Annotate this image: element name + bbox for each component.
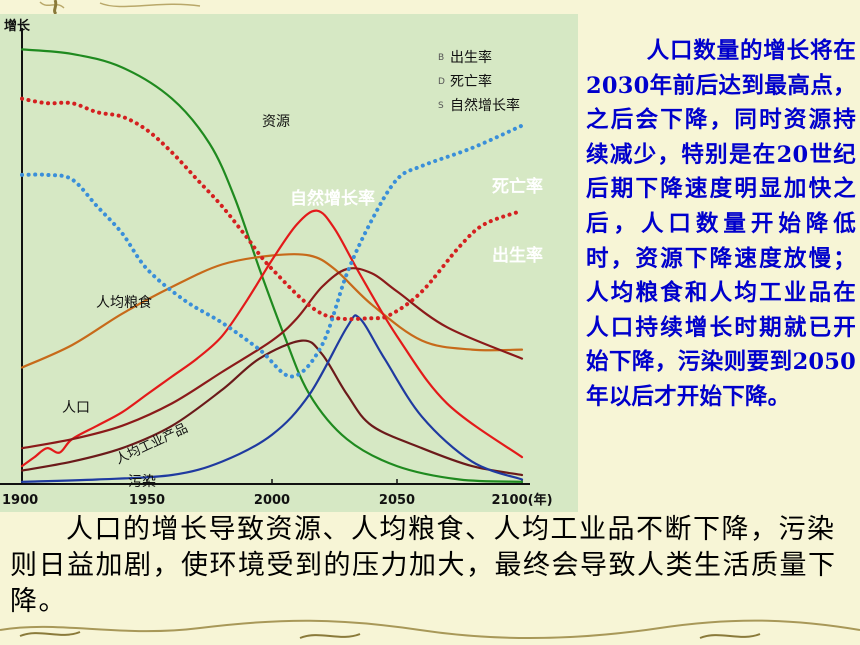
x-tick-label: 1950: [129, 493, 165, 508]
x-tick-label: 2100(年): [491, 492, 552, 508]
legend-marker: D: [438, 77, 445, 87]
series-line: [20, 48, 524, 483]
series-label: 自然增长率: [290, 188, 375, 209]
bottom-conclusion-text: 人口的增长导致资源、人均粮食、人均工业品不断下降，污染则日益加剧，使环境受到的压…: [10, 512, 850, 620]
legend-label: 出生率: [450, 49, 492, 66]
x-tick-label: 2050: [379, 493, 415, 508]
series-label: 死亡率: [492, 176, 543, 197]
series-line: [20, 253, 524, 369]
series-lines: [20, 48, 524, 483]
series-label: 出生率: [492, 245, 543, 266]
top-ornament: [39, 0, 201, 14]
series-line: [20, 267, 524, 450]
side-explanation-content: 人口数量的增长将在2030年前后达到最高点，之后会下降，同时资源持续减少，特别是…: [586, 38, 856, 410]
x-tick-label: 1900: [2, 493, 38, 508]
series-line: [20, 209, 524, 468]
legend-label: 自然增长率: [450, 97, 520, 114]
series-line: [20, 123, 524, 379]
series-line: [20, 314, 524, 483]
series-label: 资源: [262, 114, 290, 130]
side-explanation-text: 人口数量的增长将在2030年前后达到最高点，之后会下降，同时资源持续减少，特别是…: [586, 34, 856, 415]
y-axis-label: 增长: [4, 18, 31, 34]
legend-marker: B: [438, 53, 444, 63]
chart-axes: 增长 1900 1950 2000 2050 2100(年): [0, 18, 553, 508]
series-label: 人口: [62, 400, 90, 416]
series-label: 人均粮食: [96, 294, 152, 311]
bottom-conclusion-content: 人口的增长导致资源、人均粮食、人均工业品不断下降，污染则日益加剧，使环境受到的压…: [10, 514, 837, 617]
bottom-ornament: [0, 619, 860, 640]
legend-marker: S: [438, 101, 444, 111]
chart-legend: B 出生率 D 死亡率 S 自然增长率: [438, 49, 520, 114]
legend-label: 死亡率: [450, 73, 492, 90]
series-label: 污染: [128, 474, 156, 490]
x-tick-label: 2000: [254, 493, 290, 508]
series-line-unlabeled: [20, 339, 524, 477]
